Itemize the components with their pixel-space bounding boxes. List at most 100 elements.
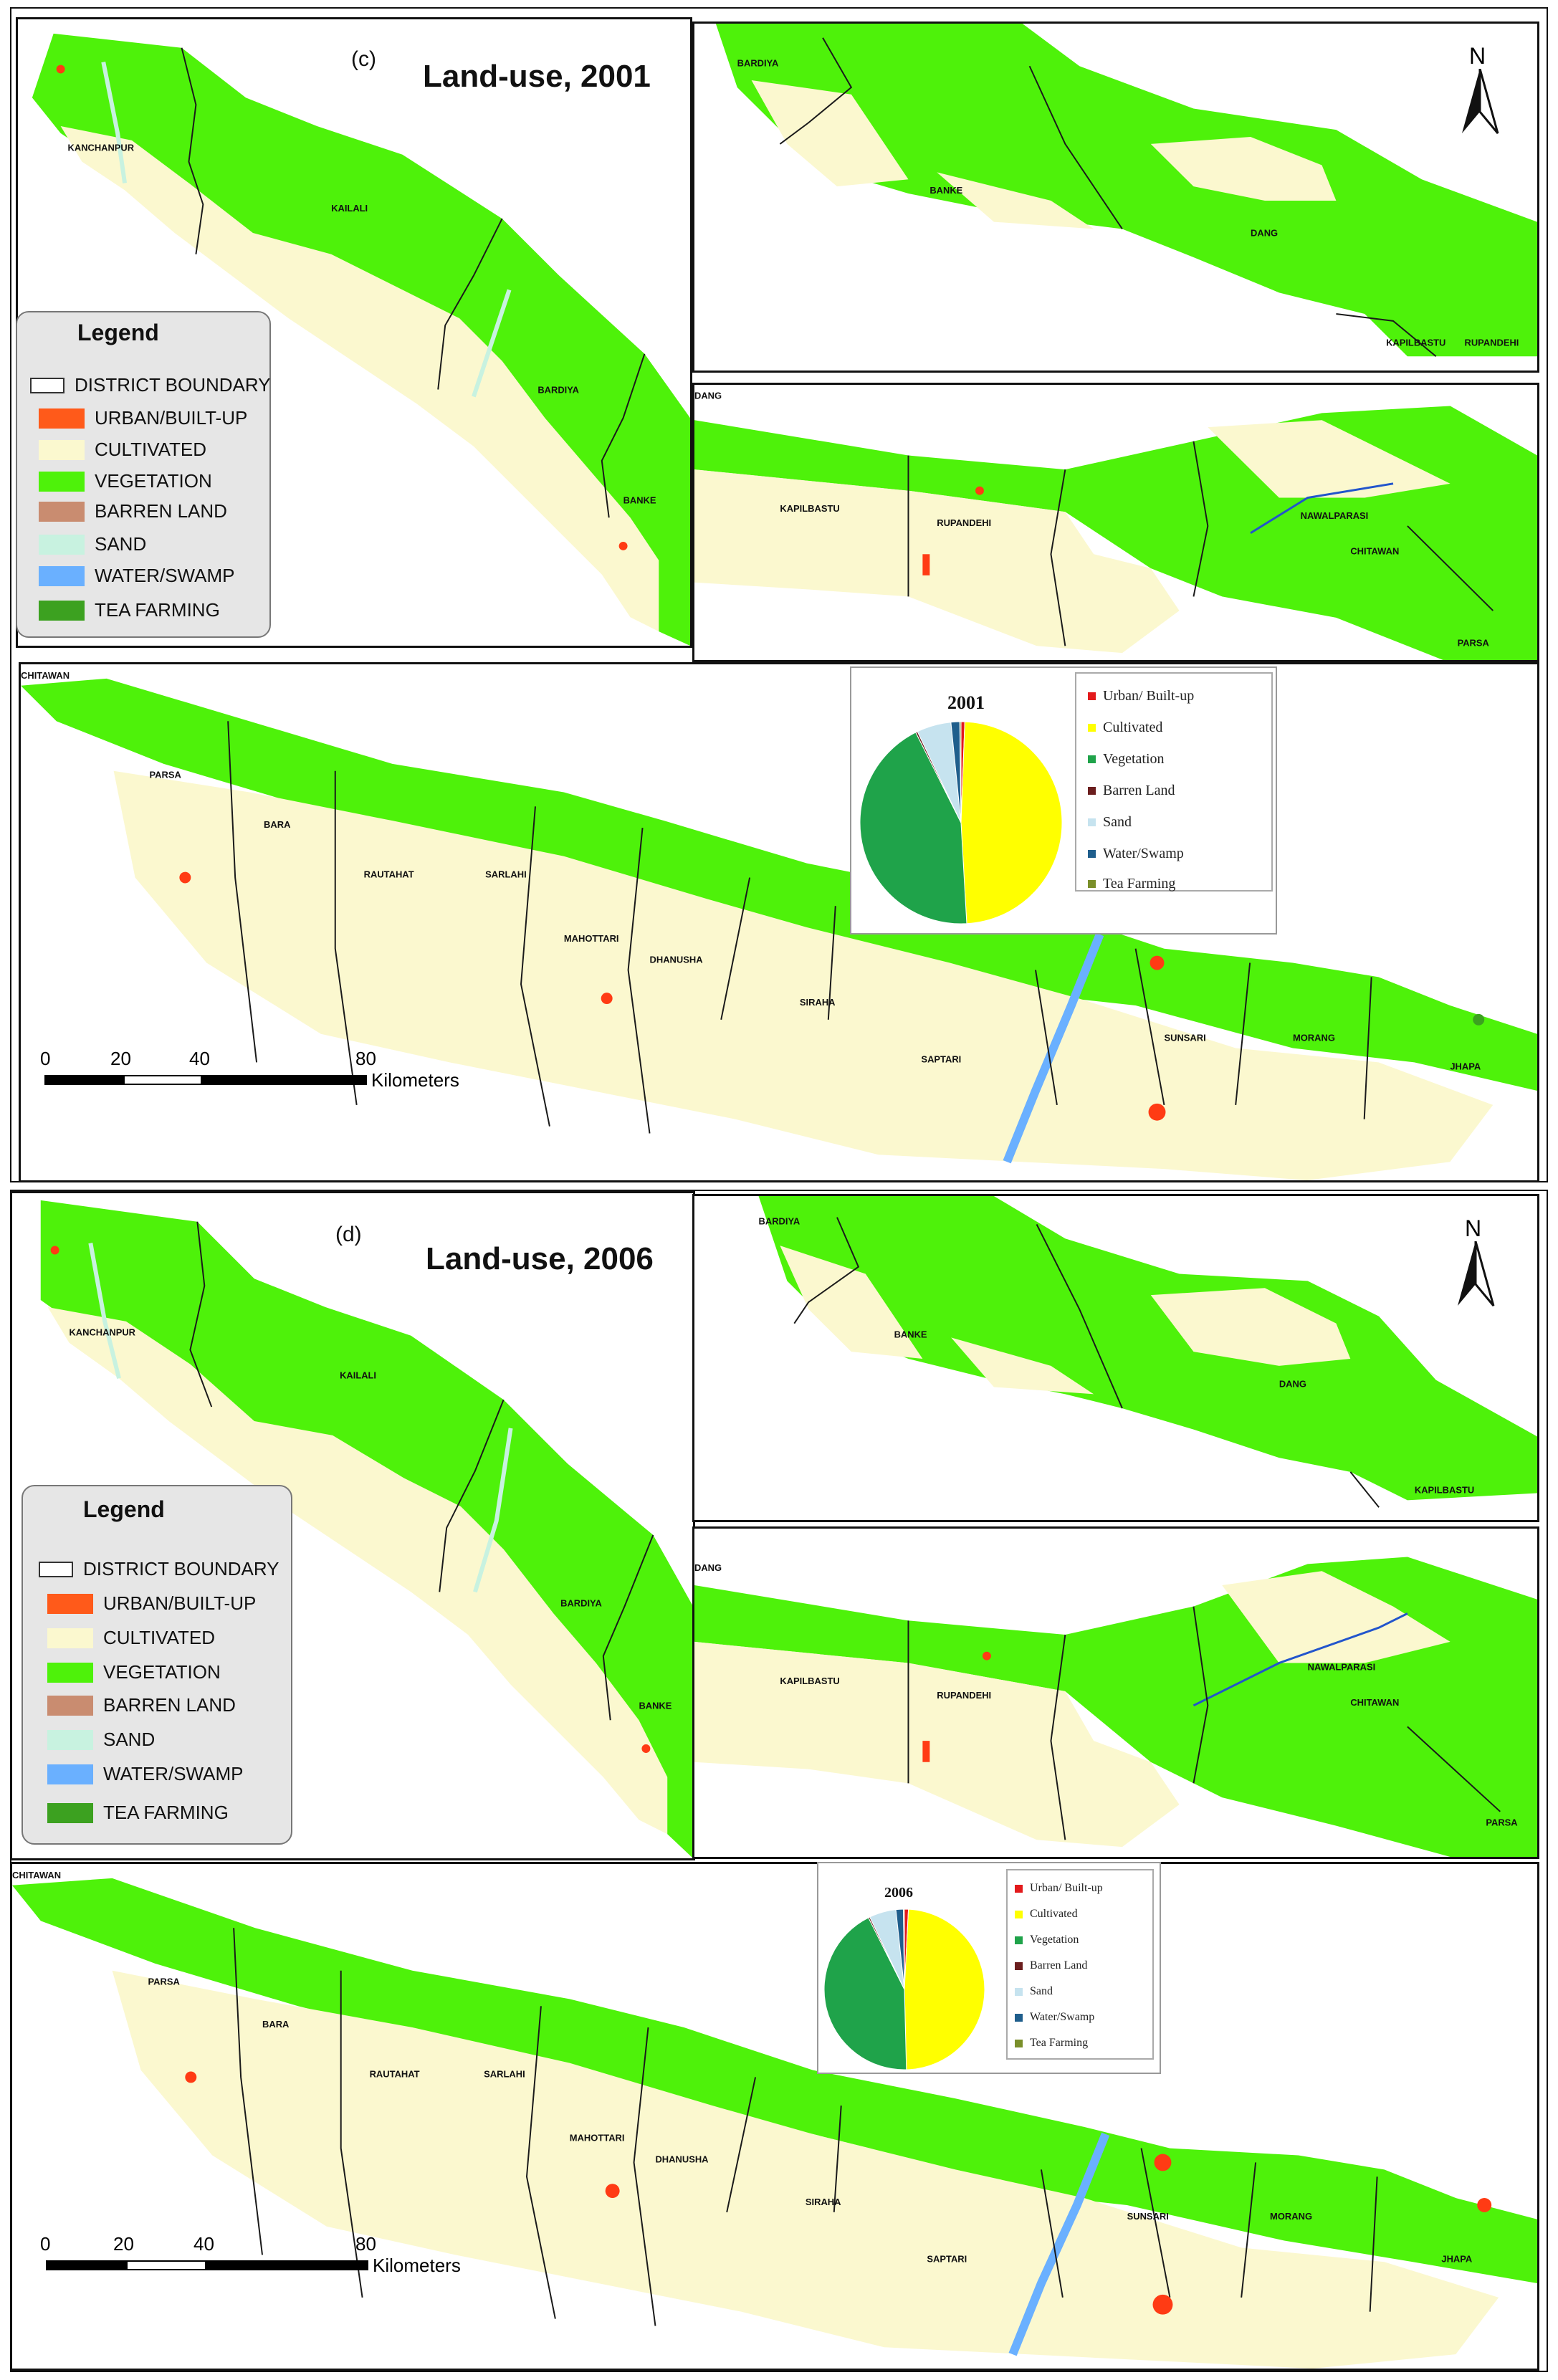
- district-label: RUPANDEHI: [937, 517, 991, 528]
- district-label: MORANG: [1270, 2211, 1312, 2222]
- legend-label: BARREN LAND: [103, 1694, 236, 1716]
- district-label: SIRAHA: [800, 997, 836, 1008]
- tea-swatch: [47, 1802, 93, 1823]
- district-label: PARSA: [149, 770, 181, 780]
- district-label: CHITAWAN: [12, 1870, 61, 1880]
- pie-legend-row: Urban/ Built-up: [1015, 1882, 1103, 1895]
- map-mid-svg-2006: DANG KAPILBASTU RUPANDEHI NAWALPARASI CH…: [694, 1557, 1537, 1857]
- pie-legend-label: Sand: [1030, 1985, 1053, 1997]
- legend-label: VEGETATION: [95, 470, 212, 492]
- district-label: MORANG: [1293, 1033, 1335, 1043]
- scale-segment: [44, 1075, 123, 1085]
- sand-swatch: [39, 534, 85, 555]
- district-label: JHAPA: [1441, 2253, 1472, 2264]
- scale-segment: [123, 1075, 202, 1085]
- cultivated-region: [951, 1337, 1094, 1395]
- map-midtop-panel-2006: BARDIYA BANKE DANG KAPILBASTU: [692, 1194, 1539, 1522]
- pie-legend-row: Urban/ Built-up: [1088, 688, 1194, 704]
- district-label: BANKE: [929, 185, 962, 196]
- pie-legend-row: Vegetation: [1088, 751, 1165, 768]
- urban-spot: [179, 871, 191, 884]
- swatch: [1015, 1961, 1023, 1970]
- pie-legend-row: Tea Farming: [1088, 876, 1175, 892]
- map-mid-panel-2001: DANG KAPILBASTU RUPANDEHI NAWALPARASI CH…: [692, 383, 1539, 662]
- legend-2001: Legend DISTRICT BOUNDARY URBAN/BUILT-UP …: [16, 311, 271, 638]
- scale-tick: 0: [40, 1048, 51, 1069]
- urban-spot: [1477, 2198, 1492, 2212]
- district-label: DANG: [694, 391, 722, 401]
- urban-spot: [1152, 2294, 1173, 2315]
- pie-chart-2006: [823, 1908, 985, 2070]
- pie-title: 2006: [884, 1885, 913, 1901]
- district-label: BARDIYA: [537, 384, 579, 395]
- district-label: RAUTAHAT: [364, 869, 414, 880]
- urban-swatch: [47, 1593, 93, 1614]
- urban-spot: [601, 993, 613, 1005]
- river: [101, 62, 512, 398]
- district-label: CHITAWAN: [1350, 545, 1399, 556]
- legend-label: SAND: [95, 533, 147, 555]
- legend-label: BARREN LAND: [95, 500, 227, 522]
- swatch: [1015, 1910, 1023, 1918]
- district-label: KAPILBASTU: [780, 503, 839, 514]
- vegetation-swatch: [47, 1662, 93, 1683]
- urban-spot: [50, 1246, 59, 1255]
- swatch: [1015, 1936, 1023, 1944]
- pie-legend-row: Barren Land: [1015, 1959, 1087, 1972]
- district-label: SARLAHI: [485, 869, 527, 880]
- district-boundary: [233, 1928, 1378, 2326]
- legend-row: TEA FARMING: [39, 599, 220, 621]
- district-label: DHANUSHA: [650, 955, 703, 965]
- legend-row: VEGETATION: [39, 470, 212, 492]
- vegetation-region: [715, 24, 1537, 357]
- cultivated-region: [1222, 1571, 1451, 1663]
- district-label: SAPTARI: [927, 2253, 967, 2264]
- legend-row: CULTIVATED: [39, 439, 206, 461]
- district-label: RAUTAHAT: [370, 2068, 420, 2079]
- tea-swatch: [39, 600, 85, 621]
- legend-row: BARREN LAND: [47, 1694, 236, 1716]
- legend-row: URBAN/BUILT-UP: [39, 407, 247, 429]
- district-label: SARLAHI: [484, 2068, 525, 2079]
- cultivated-region: [60, 125, 659, 632]
- scale-tick: 80: [355, 2233, 376, 2255]
- scale-tick: 0: [40, 2233, 51, 2255]
- vegetation-swatch: [39, 471, 85, 492]
- district-label: PARSA: [1458, 637, 1489, 648]
- water-swatch: [47, 1764, 93, 1784]
- map-midtop-panel-2001: BARDIYA BANKE DANG KAPILBASTU RUPANDEHI: [692, 21, 1539, 373]
- district-boundary: [189, 1221, 654, 1721]
- barren-swatch: [39, 501, 85, 522]
- cultivated-region: [1150, 1288, 1351, 1366]
- legend-title: Legend: [77, 320, 159, 345]
- pie-box-2006: 2006 Urban/ Built-up Cultivated Vegetati…: [817, 1862, 1161, 2074]
- urban-spot: [641, 1744, 651, 1753]
- map-west-svg-2001: KANCHANPUR KAILALI BARDIYA BANKE: [32, 33, 690, 646]
- urban-spot: [605, 2184, 620, 2199]
- pie-slice-tea-farming: [959, 721, 962, 823]
- pie-legend-label: Barren Land: [1030, 1959, 1088, 1972]
- pie-slice-vegetation: [823, 1917, 907, 2070]
- pie-legend-label: Tea Farming: [1103, 876, 1176, 892]
- legend-label: DISTRICT BOUNDARY: [75, 374, 271, 396]
- legend-label: TEA FARMING: [95, 599, 220, 621]
- river: [1193, 1612, 1408, 1707]
- district-label: BARDIYA: [737, 57, 779, 68]
- legend-label: WATER/SWAMP: [103, 1763, 244, 1784]
- legend-label: VEGETATION: [103, 1661, 221, 1683]
- district-boundary: [907, 441, 1494, 646]
- pie-chart-2001: [859, 721, 1063, 924]
- scale-tick: 40: [193, 2233, 214, 2255]
- river: [1250, 482, 1394, 535]
- boundary-swatch: [30, 377, 64, 393]
- urban-spot: [975, 486, 984, 495]
- scale-unit: Kilometers: [373, 2255, 461, 2276]
- pie-slice-vegetation: [859, 732, 967, 924]
- sand-swatch: [47, 1729, 93, 1750]
- district-label: KANCHANPUR: [68, 143, 135, 153]
- pie-slice-cultivated: [960, 721, 1063, 924]
- urban-spot: [185, 2071, 197, 2083]
- legend-row: URBAN/BUILT-UP: [47, 1592, 256, 1615]
- district-label: NAWALPARASI: [1301, 510, 1369, 521]
- legend-row: TEA FARMING: [47, 1802, 229, 1824]
